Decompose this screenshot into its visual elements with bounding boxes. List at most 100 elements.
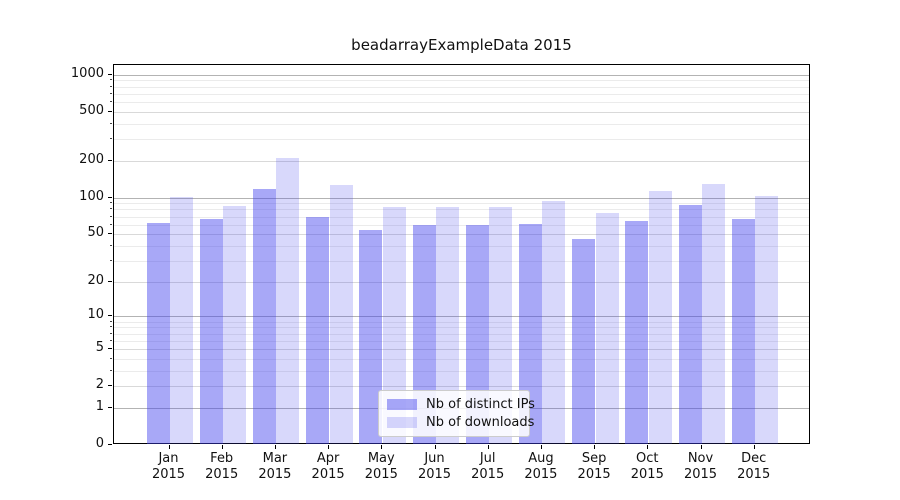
x-tick [274,445,276,449]
y-gridline [114,160,809,162]
y-tick-label: 1000 [70,65,104,81]
y-tick-label: 1 [95,398,104,414]
y-tick [108,406,112,408]
bar-nb-of-downloads [223,205,247,444]
y-gridline [114,224,809,226]
y-minor-tick [110,122,112,124]
x-tick [434,445,436,449]
y-gridline [114,216,809,218]
y-tick-label: 100 [79,188,104,204]
y-gridline [114,86,809,88]
y-gridline [114,102,809,104]
legend-swatch-downloads [387,417,417,428]
bar-nb-of-distinct-ips [412,224,436,444]
y-minor-tick [110,244,112,246]
y-gridline [114,123,809,125]
plot-area [113,64,810,444]
y-gridline [114,111,809,113]
y-gridline [114,316,809,318]
y-gridline [114,348,809,350]
chart-title: beadarrayExampleData 2015 [351,36,572,54]
bar-nb-of-distinct-ips [146,222,170,444]
y-tick [108,196,112,198]
y-minor-tick [110,357,112,359]
y-tick [108,347,112,349]
y-tick [108,159,112,161]
y-gridline [114,245,809,247]
y-minor-tick [110,326,112,328]
chart-legend: Nb of distinct IPs Nb of downloads [378,390,535,437]
y-gridline [114,234,809,236]
y-minor-tick [110,138,112,140]
y-gridline [114,327,809,329]
bar-nb-of-distinct-ips [572,238,596,444]
y-minor-tick [110,339,112,341]
x-tick-label: Nov 2015 [683,451,718,482]
y-tick-label: 10 [87,307,104,323]
bar-nb-of-distinct-ips [359,230,383,444]
legend-item-distinct-ips: Nb of distinct IPs [387,397,535,412]
y-gridline [114,74,809,76]
bar-nb-of-distinct-ips [252,188,276,444]
bar-nb-of-distinct-ips [465,224,489,444]
bar-nb-of-downloads [648,191,672,444]
y-tick-label: 5 [95,339,104,355]
y-minor-tick [110,85,112,87]
x-tick [753,445,755,449]
bar-nb-of-distinct-ips [625,221,649,444]
y-tick [108,110,112,112]
y-tick [108,280,112,282]
y-gridline [114,209,809,211]
y-tick-label: 2 [95,377,104,393]
y-gridline [114,321,809,323]
x-tick-label: Aug 2015 [524,451,558,482]
y-minor-tick [110,259,112,261]
bar-nb-of-distinct-ips [199,218,223,444]
bar-nb-of-downloads [702,184,725,444]
y-minor-tick [110,79,112,81]
y-tick [108,385,112,387]
y-minor-tick [110,215,112,217]
legend-item-downloads: Nb of downloads [387,415,534,430]
y-tick-label: 200 [79,151,104,167]
y-minor-tick [110,92,112,94]
y-tick [108,73,112,75]
legend-swatch-distinct-ips [387,399,417,410]
y-tick [108,233,112,235]
x-tick-label: Feb 2015 [205,451,239,482]
x-tick [540,445,542,449]
y-tick-label: 20 [87,272,104,288]
x-tick [221,445,223,449]
y-minor-tick [110,369,112,371]
y-gridline [114,139,809,141]
bar-nb-of-distinct-ips [518,223,542,444]
bar-nb-of-downloads [755,195,779,444]
bar-nb-of-downloads [595,212,619,444]
x-tick [700,445,702,449]
bar-nb-of-downloads [276,158,300,444]
x-tick-label: Sep 2015 [577,451,611,482]
legend-label-downloads: Nb of downloads [426,415,535,430]
y-tick [108,315,112,317]
legend-label-distinct-ips: Nb of distinct IPs [426,397,535,412]
y-minor-tick [110,332,112,334]
x-tick [168,445,170,449]
y-gridline [114,197,809,199]
y-gridline [114,333,809,335]
x-tick [487,445,489,449]
y-gridline [114,80,809,82]
x-tick [381,445,383,449]
y-tick [108,444,112,445]
y-gridline [114,340,809,342]
bar-nb-of-downloads [542,200,566,444]
bar-nb-of-downloads [436,206,459,444]
x-tick-label: Jun 2015 [417,451,452,482]
x-tick [328,445,330,449]
x-tick-label: Apr 2015 [311,451,345,482]
bar-nb-of-downloads [489,206,513,444]
y-minor-tick [110,223,112,225]
bar-nb-of-downloads [382,206,406,444]
x-tick [594,445,596,449]
y-gridline [114,358,809,360]
